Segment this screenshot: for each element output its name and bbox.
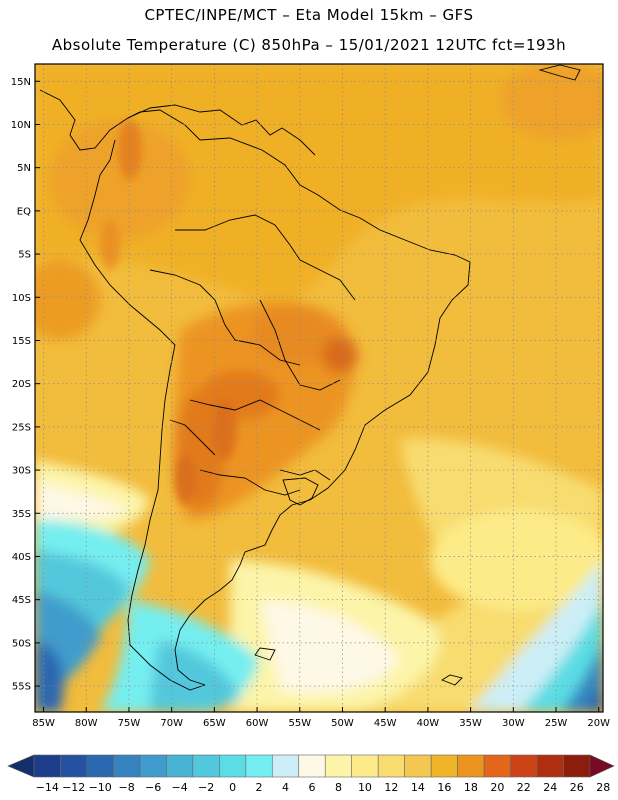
lon-tick-label: 80W	[75, 718, 98, 729]
latitude-axis: 15N 10N 5N EQ 5S 10S 15S 20S 25S 30S 35S 40S 45S 50S 5…	[11, 77, 40, 693]
colorbar-label: −10	[89, 781, 112, 794]
colorbar-label: −14	[36, 781, 59, 794]
lon-tick-label: 45W	[374, 718, 397, 729]
colorbar-swatch	[245, 754, 273, 778]
colorbar-label: 6	[309, 781, 316, 794]
lon-tick-label: 50W	[331, 718, 354, 729]
colorbar-swatch	[510, 754, 538, 778]
colorbar-swatch	[271, 754, 300, 778]
lat-tick-label: 15N	[11, 77, 31, 88]
lat-tick-label: 15S	[12, 336, 31, 347]
colorbar-low-arrow	[7, 754, 35, 778]
lat-tick-label: 50S	[12, 638, 31, 649]
colorbar-label: 8	[335, 781, 342, 794]
colorbar-label: 18	[464, 781, 478, 794]
colorbar-label: 22	[517, 781, 531, 794]
colorbar-swatch	[430, 754, 458, 778]
temperature-field	[35, 64, 603, 712]
colorbar-label: 16	[437, 781, 451, 794]
colorbar-label: 0	[229, 781, 236, 794]
lon-tick-label: 40W	[417, 718, 440, 729]
colorbar-swatch	[166, 754, 194, 778]
lat-tick-label: 30S	[12, 466, 31, 477]
colorbar-swatch	[86, 754, 114, 778]
map-subtitle: Absolute Temperature (C) 850hPa – 15/01/…	[51, 36, 567, 54]
lon-tick-label: 70W	[160, 718, 183, 729]
colorbar-label: −8	[119, 781, 135, 794]
lat-tick-label: 45S	[12, 595, 31, 606]
lon-tick-label: 85W	[32, 718, 55, 729]
colorbar-label: 2	[256, 781, 263, 794]
colorbar-swatch	[192, 754, 220, 778]
lon-tick-label: 30W	[502, 718, 525, 729]
colorbar-swatch	[483, 754, 511, 778]
lon-tick-label: 65W	[203, 718, 226, 729]
lat-tick-label: 25S	[12, 422, 31, 433]
colorbar-swatch	[219, 754, 247, 778]
colorbar-swatch	[139, 754, 167, 778]
colorbar-swatch	[351, 754, 379, 778]
lat-tick-label: 10S	[12, 293, 31, 304]
colorbar-swatch	[404, 754, 432, 778]
colorbar-swatch	[536, 754, 564, 778]
colorbar-swatch	[563, 754, 591, 778]
colorbar-swatch	[377, 754, 405, 778]
colorbar-label: 4	[282, 781, 289, 794]
map-title: CPTEC/INPE/MCT – Eta Model 15km – GFS	[144, 6, 474, 24]
coastlines	[39, 64, 581, 691]
lat-tick-label: 20S	[12, 379, 31, 390]
lat-tick-label: 5N	[17, 163, 31, 174]
colorbar-label: −12	[62, 781, 85, 794]
colorbar-label: −4	[172, 781, 188, 794]
lon-tick-label: 75W	[118, 718, 141, 729]
lat-tick-label: 35S	[12, 509, 31, 520]
colorbar-high-arrow	[589, 754, 615, 778]
colorbar-label: 10	[358, 781, 372, 794]
colorbar-swatch	[457, 754, 485, 778]
lon-tick-label: 25W	[545, 718, 568, 729]
colorbar-swatch	[298, 754, 326, 778]
lat-tick-label: 5S	[18, 250, 31, 261]
colorbar-label: −6	[145, 781, 161, 794]
colorbar-swatch	[113, 754, 141, 778]
colorbar-swatch	[324, 754, 353, 778]
colorbar-label: 14	[411, 781, 425, 794]
lon-tick-label: 20W	[587, 718, 610, 729]
colorbar-label: 12	[384, 781, 398, 794]
lon-tick-label: 60W	[246, 718, 269, 729]
colorbar-swatch	[60, 754, 88, 778]
colorbar-label: 26	[570, 781, 584, 794]
lon-tick-label: 55W	[288, 718, 311, 729]
gridlines	[35, 64, 603, 712]
colorbar-swatch	[33, 754, 61, 778]
colorbar-label: 24	[543, 781, 557, 794]
lat-tick-label: 55S	[12, 682, 31, 693]
colorbar-label: 20	[490, 781, 504, 794]
longitude-axis: 85W 80W 75W 70W 65W 60W 55W 50W 45W 40W 35W 30W 25W 2…	[32, 707, 610, 729]
lat-tick-label: 10N	[11, 120, 31, 131]
map-frame	[34, 63, 604, 713]
lat-tick-label: 40S	[12, 552, 31, 563]
colorbar: −14 −12 −10 −8 −6 −4 −2 0 2 4 6 8 10 12 14 16 18 20 22 24 26…	[7, 754, 615, 794]
lat-tick-label: EQ	[17, 206, 31, 217]
lon-tick-label: 35W	[459, 718, 482, 729]
colorbar-label: 28	[596, 781, 610, 794]
colorbar-label: −2	[198, 781, 214, 794]
